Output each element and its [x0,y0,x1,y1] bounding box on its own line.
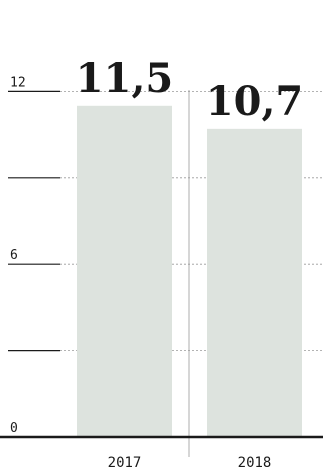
x-axis: 2017 2018 [108,455,272,471]
bar-2017 [77,105,172,438]
bar-2018 [207,128,302,437]
data-label-2017: 11,5 [76,55,173,102]
data-labels: 11,5 10,7 [76,55,303,125]
data-label-2018: 10,7 [206,78,303,125]
y-tick-label: 6 [10,248,18,263]
x-tick-label-2017: 2017 [108,455,142,471]
bars [77,105,302,438]
x-tick-label-2018: 2018 [238,455,272,471]
y-tick-label: 12 [10,75,26,90]
y-axis: 0 6 12 [8,75,60,436]
y-tick-label: 0 [10,421,18,436]
